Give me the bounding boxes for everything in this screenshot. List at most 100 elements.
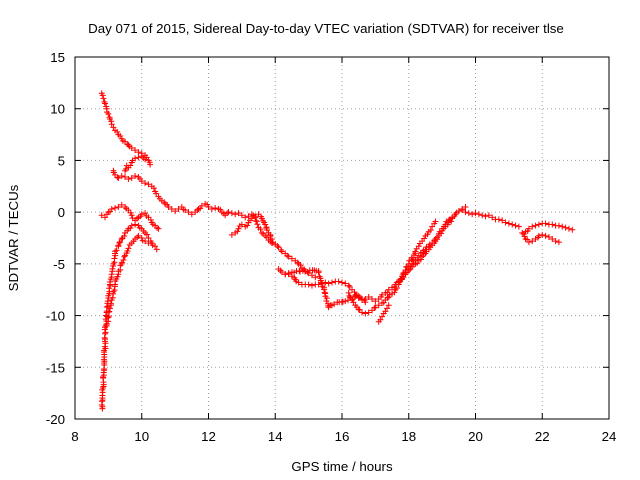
data-point [427, 227, 434, 234]
data-point [384, 305, 391, 312]
data-point [512, 222, 519, 229]
data-point [288, 255, 295, 262]
data-point [134, 234, 141, 241]
data-point [128, 212, 135, 219]
data-point [419, 253, 426, 260]
x-tick-label: 8 [71, 429, 78, 444]
data-point [122, 173, 129, 180]
data-point [102, 329, 109, 336]
data-point [128, 175, 135, 182]
data-point [101, 343, 108, 350]
data-point [147, 216, 154, 223]
data-point [274, 242, 281, 249]
data-point [495, 216, 502, 223]
data-point [421, 235, 428, 242]
data-point [312, 274, 319, 281]
data-point [143, 231, 150, 238]
data-point [465, 210, 472, 217]
data-point [399, 271, 406, 278]
data-point [562, 224, 569, 231]
y-tick-label: -10 [46, 309, 65, 324]
data-point [268, 236, 275, 243]
data-point [108, 206, 115, 213]
data-point [248, 215, 255, 222]
data-point [525, 239, 532, 246]
data-point [115, 175, 122, 182]
data-point [385, 302, 392, 309]
data-point [525, 225, 532, 232]
data-point [315, 269, 322, 276]
data-point [542, 232, 549, 239]
data-point [152, 243, 159, 250]
data-point [138, 153, 145, 160]
data-point [128, 145, 135, 152]
data-point [285, 253, 292, 260]
data-point [308, 282, 315, 289]
data-point [112, 248, 119, 255]
data-point [142, 238, 149, 245]
data-point [118, 201, 125, 208]
data-point [205, 203, 212, 210]
data-point [475, 211, 482, 218]
data-point [150, 185, 157, 192]
data-point [145, 181, 152, 188]
data-point [284, 252, 291, 259]
data-point [118, 172, 125, 179]
data-point [168, 206, 175, 213]
data-point [521, 233, 528, 240]
x-tick-label: 16 [335, 429, 350, 444]
data-point [104, 298, 111, 305]
data-point [372, 298, 379, 305]
data-point [351, 293, 358, 300]
data-point [111, 255, 118, 262]
data-point [135, 154, 142, 161]
y-tick-label: 0 [58, 205, 65, 220]
data-point [116, 239, 123, 246]
data-point [257, 226, 264, 233]
data-point [128, 222, 135, 229]
data-point [138, 211, 145, 218]
data-point [362, 299, 369, 306]
data-point [328, 279, 335, 286]
data-point [545, 233, 552, 240]
data-point [182, 207, 189, 214]
data-point [228, 231, 235, 238]
data-point [132, 172, 139, 179]
data-point [107, 300, 114, 307]
data-point [302, 268, 309, 275]
data-point [482, 213, 489, 220]
data-points [98, 90, 576, 412]
data-point [145, 240, 152, 247]
axis-ticks: 8 10 12 14 16 18 20 22 24 -20 -15 -10 -5 0 5 10 15 [46, 50, 617, 444]
data-point [114, 128, 121, 135]
data-point [254, 221, 261, 228]
data-point [98, 212, 105, 219]
data-point [385, 286, 392, 293]
data-point [132, 147, 139, 154]
data-point [365, 309, 372, 316]
data-point [102, 100, 109, 107]
data-point [489, 214, 496, 221]
data-point [267, 232, 274, 239]
data-point [321, 286, 328, 293]
data-point [552, 238, 559, 245]
data-point [118, 236, 125, 243]
data-point [278, 247, 285, 254]
data-point [297, 268, 304, 275]
data-point [244, 222, 251, 229]
data-point [155, 225, 162, 232]
data-point [108, 271, 115, 278]
data-point [147, 161, 154, 168]
data-point [345, 282, 352, 289]
data-point [342, 298, 349, 305]
data-point [121, 253, 128, 260]
data-point [262, 221, 269, 228]
data-point [105, 110, 112, 117]
data-point [99, 92, 106, 99]
data-point [135, 149, 142, 156]
data-point [519, 229, 526, 236]
data-point [112, 205, 119, 212]
data-point [106, 308, 113, 315]
data-point [549, 221, 556, 228]
data-point [405, 260, 412, 267]
